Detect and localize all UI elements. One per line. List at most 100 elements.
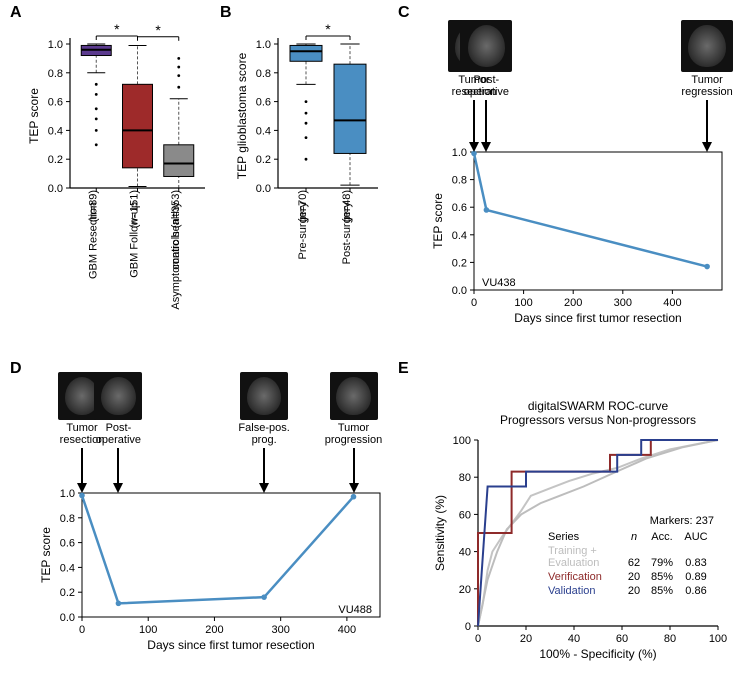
- svg-text:Markers: 237: Markers: 237: [650, 515, 714, 527]
- arrow-down-icon: [259, 483, 269, 493]
- svg-text:300: 300: [271, 624, 289, 636]
- svg-text:0.0: 0.0: [48, 183, 63, 195]
- svg-text:TEP score: TEP score: [39, 527, 53, 583]
- svg-text:80: 80: [459, 472, 471, 484]
- svg-text:Pre-surgery(n=70): Pre-surgery(n=70): [297, 190, 309, 259]
- panel-d-linechart: 0.00.20.40.60.81.00100200300400Days sinc…: [38, 485, 388, 660]
- panel-label-e: E: [398, 360, 409, 378]
- svg-text:GBM Resection(n=89): GBM Resection(n=89): [87, 190, 99, 279]
- svg-text:0.6: 0.6: [60, 538, 75, 550]
- svg-text:*: *: [325, 21, 331, 37]
- mri-thumb: [330, 372, 378, 420]
- svg-text:0.0: 0.0: [60, 612, 75, 624]
- svg-text:200: 200: [564, 297, 582, 309]
- svg-text:0.89: 0.89: [685, 571, 706, 583]
- svg-text:0: 0: [465, 621, 471, 633]
- svg-text:digitalSWARM ROC-curve: digitalSWARM ROC-curve: [528, 399, 669, 413]
- svg-text:0.2: 0.2: [60, 587, 75, 599]
- svg-text:1.0: 1.0: [452, 147, 467, 159]
- svg-text:0.4: 0.4: [48, 125, 63, 137]
- svg-text:Evaluation: Evaluation: [548, 557, 599, 569]
- svg-text:TEP score: TEP score: [27, 88, 41, 144]
- svg-text:TEP glioblastoma score: TEP glioblastoma score: [235, 52, 249, 179]
- svg-text:Series: Series: [548, 531, 580, 543]
- svg-text:200: 200: [205, 624, 223, 636]
- svg-text:60: 60: [459, 509, 471, 521]
- svg-text:Progressors versus Non-progres: Progressors versus Non-progressors: [500, 413, 696, 427]
- panel-label-c: C: [398, 4, 410, 22]
- svg-text:Days since first tumor resecti: Days since first tumor resection: [514, 311, 681, 325]
- svg-text:85%: 85%: [651, 571, 673, 583]
- svg-text:Sensitivity (%): Sensitivity (%): [433, 495, 447, 571]
- svg-text:85%: 85%: [651, 585, 673, 597]
- panel-b-boxplot: 0.00.20.40.60.81.0TEP glioblastoma score…: [236, 18, 396, 338]
- svg-text:0.0: 0.0: [452, 285, 467, 297]
- svg-text:0.8: 0.8: [60, 513, 75, 525]
- svg-text:400: 400: [338, 624, 356, 636]
- svg-text:40: 40: [459, 547, 471, 559]
- svg-text:0.8: 0.8: [452, 175, 467, 187]
- svg-text:0.4: 0.4: [452, 230, 467, 242]
- svg-text:1.0: 1.0: [48, 39, 63, 51]
- svg-text:20: 20: [628, 571, 640, 583]
- svg-text:79%: 79%: [651, 557, 673, 569]
- svg-text:*: *: [114, 21, 120, 37]
- svg-text:62: 62: [628, 557, 640, 569]
- svg-text:100% - Specificity (%): 100% - Specificity (%): [539, 647, 656, 661]
- svg-text:100: 100: [709, 633, 727, 645]
- svg-text:80: 80: [664, 633, 676, 645]
- event-caption: Post-operative: [78, 422, 158, 446]
- svg-text:20: 20: [520, 633, 532, 645]
- svg-text:300: 300: [614, 297, 632, 309]
- svg-text:1.0: 1.0: [60, 488, 75, 500]
- panel-e-roc: digitalSWARM ROC-curveProgressors versus…: [430, 396, 730, 664]
- svg-text:Days since first tumor resecti: Days since first tumor resection: [147, 638, 314, 652]
- svg-text:0.83: 0.83: [685, 557, 706, 569]
- svg-text:0.6: 0.6: [452, 202, 467, 214]
- svg-text:TEP score: TEP score: [431, 193, 445, 249]
- svg-text:40: 40: [568, 633, 580, 645]
- svg-text:60: 60: [616, 633, 628, 645]
- svg-text:Verification: Verification: [548, 571, 602, 583]
- event-caption: Tumorprogression: [314, 422, 394, 446]
- svg-text:Acc.: Acc.: [651, 531, 672, 543]
- panel-label-b: B: [220, 4, 232, 22]
- svg-text:*: *: [155, 22, 161, 38]
- svg-text:0.8: 0.8: [48, 68, 63, 80]
- svg-text:0.8: 0.8: [256, 68, 271, 80]
- svg-text:0: 0: [79, 624, 85, 636]
- svg-text:0.86: 0.86: [685, 585, 706, 597]
- svg-text:0.2: 0.2: [256, 154, 271, 166]
- event-caption: Post-operative: [446, 74, 526, 98]
- svg-text:Post-surgery(n=48): Post-surgery(n=48): [341, 190, 353, 264]
- panel-c-linechart: 0.00.20.40.60.81.00100200300400Days sinc…: [430, 140, 730, 340]
- arrow-down-icon: [349, 483, 359, 493]
- panel-label-a: A: [10, 4, 22, 22]
- svg-text:20: 20: [628, 585, 640, 597]
- svg-text:0.6: 0.6: [48, 97, 63, 109]
- svg-text:20: 20: [459, 584, 471, 596]
- svg-text:Validation: Validation: [548, 585, 596, 597]
- mri-thumb: [460, 20, 512, 72]
- svg-text:GBM Follow-up(n=151): GBM Follow-up(n=151): [129, 190, 141, 278]
- event-caption: Tumorregression: [667, 74, 740, 98]
- panel-a-boxplot: 0.00.20.40.60.81.0TEP scoreGBM Resection…: [28, 18, 218, 338]
- event-caption: False-pos.prog.: [224, 422, 304, 446]
- svg-text:VU438: VU438: [482, 277, 516, 289]
- arrow-down-icon: [469, 142, 479, 152]
- arrow-down-icon: [702, 142, 712, 152]
- svg-text:100: 100: [139, 624, 157, 636]
- svg-text:0.0: 0.0: [256, 183, 271, 195]
- svg-text:Training +: Training +: [548, 545, 597, 557]
- svg-text:100: 100: [514, 297, 532, 309]
- svg-text:100: 100: [453, 435, 471, 447]
- svg-text:400: 400: [663, 297, 681, 309]
- mri-thumb: [94, 372, 142, 420]
- svg-text:0: 0: [475, 633, 481, 645]
- arrow-down-icon: [113, 483, 123, 493]
- mri-thumb: [681, 20, 733, 72]
- arrow-down-icon: [77, 483, 87, 493]
- svg-text:0.4: 0.4: [256, 125, 271, 137]
- svg-text:0: 0: [471, 297, 477, 309]
- svg-text:1.0: 1.0: [256, 39, 271, 51]
